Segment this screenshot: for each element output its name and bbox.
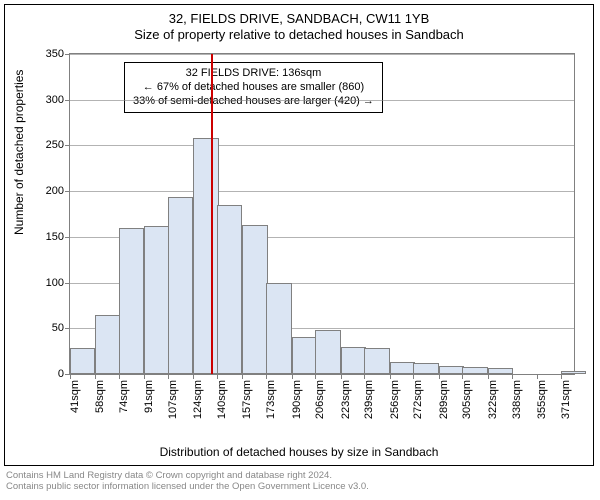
histogram-bar [266,283,291,374]
grid-line [70,100,574,101]
x-tick [168,374,169,379]
x-tick-label: 206sqm [314,380,326,419]
x-tick [364,374,365,379]
histogram-bar [439,366,464,374]
x-tick-label: 239sqm [363,380,375,419]
histogram-bar [561,371,586,374]
marker-line [211,54,213,374]
x-tick [292,374,293,379]
x-tick-label: 140sqm [216,380,228,419]
x-tick-label: 355sqm [536,380,548,419]
histogram-bar [390,362,415,374]
histogram-bar [292,337,317,374]
x-tick-label: 322sqm [487,380,499,419]
x-tick [439,374,440,379]
x-tick [341,374,342,379]
x-tick-label: 223sqm [340,380,352,419]
x-tick [488,374,489,379]
y-axis-label: Number of detached properties [12,70,26,235]
footer-line-2: Contains public sector information licen… [6,481,369,492]
x-tick [119,374,120,379]
histogram-bar [95,315,120,374]
y-tick-label: 300 [46,94,70,106]
x-tick-label: 256sqm [389,380,401,419]
histogram-bar [70,348,95,374]
histogram-bar [315,330,340,374]
y-tick-label: 200 [46,185,70,197]
x-tick-label: 371sqm [560,380,572,419]
x-tick-label: 289sqm [438,380,450,419]
plot-area: 32 FIELDS DRIVE: 136sqm ← 67% of detache… [69,53,575,375]
histogram-bar [242,225,267,374]
y-tick-label: 50 [52,322,70,334]
x-tick-label: 124sqm [192,380,204,419]
callout-box: 32 FIELDS DRIVE: 136sqm ← 67% of detache… [124,62,383,113]
x-axis-label: Distribution of detached houses by size … [5,445,593,459]
histogram-bar [488,368,513,374]
callout-line-2: ← 67% of detached houses are smaller (86… [133,81,374,95]
x-tick-label: 305sqm [461,380,473,419]
x-tick-label: 338sqm [511,380,523,419]
x-tick [390,374,391,379]
x-tick [561,374,562,379]
x-tick-label: 74sqm [118,380,130,413]
footer-credits: Contains HM Land Registry data © Crown c… [6,470,369,493]
callout-line-3: 33% of semi-detached houses are larger (… [133,95,374,109]
histogram-bar [341,347,366,374]
x-tick [315,374,316,379]
x-tick-label: 157sqm [241,380,253,419]
histogram-bar [193,138,218,374]
grid-line [70,54,574,55]
footer-line-1: Contains HM Land Registry data © Crown c… [6,470,369,481]
histogram-bar [217,205,242,374]
x-tick-label: 173sqm [265,380,277,419]
histogram-bar [144,226,169,374]
histogram-bar [413,363,438,374]
histogram-bar [168,197,193,374]
x-tick-label: 91sqm [143,380,155,413]
x-tick [512,374,513,379]
grid-line [70,145,574,146]
x-tick [413,374,414,379]
grid-line [70,191,574,192]
callout-line-1: 32 FIELDS DRIVE: 136sqm [133,67,374,81]
histogram-bar [364,348,389,374]
y-tick-label: 350 [46,48,70,60]
x-tick [462,374,463,379]
x-tick [144,374,145,379]
x-tick [95,374,96,379]
x-tick [266,374,267,379]
chart-frame: 32, FIELDS DRIVE, SANDBACH, CW11 1YB Siz… [4,4,594,466]
x-tick-label: 272sqm [412,380,424,419]
histogram-bar [119,228,144,374]
x-tick-label: 41sqm [69,380,81,413]
x-tick-label: 58sqm [94,380,106,413]
y-tick-label: 250 [46,139,70,151]
chart-title-address: 32, FIELDS DRIVE, SANDBACH, CW11 1YB [5,11,593,27]
y-tick-label: 0 [58,368,70,380]
x-tick [193,374,194,379]
x-tick-label: 107sqm [167,380,179,419]
chart-title-sub: Size of property relative to detached ho… [5,27,593,43]
x-tick [70,374,71,379]
histogram-bar [462,367,487,374]
x-tick [217,374,218,379]
x-tick-label: 190sqm [291,380,303,419]
y-tick-label: 100 [46,277,70,289]
x-tick [537,374,538,379]
x-tick [242,374,243,379]
y-tick-label: 150 [46,231,70,243]
